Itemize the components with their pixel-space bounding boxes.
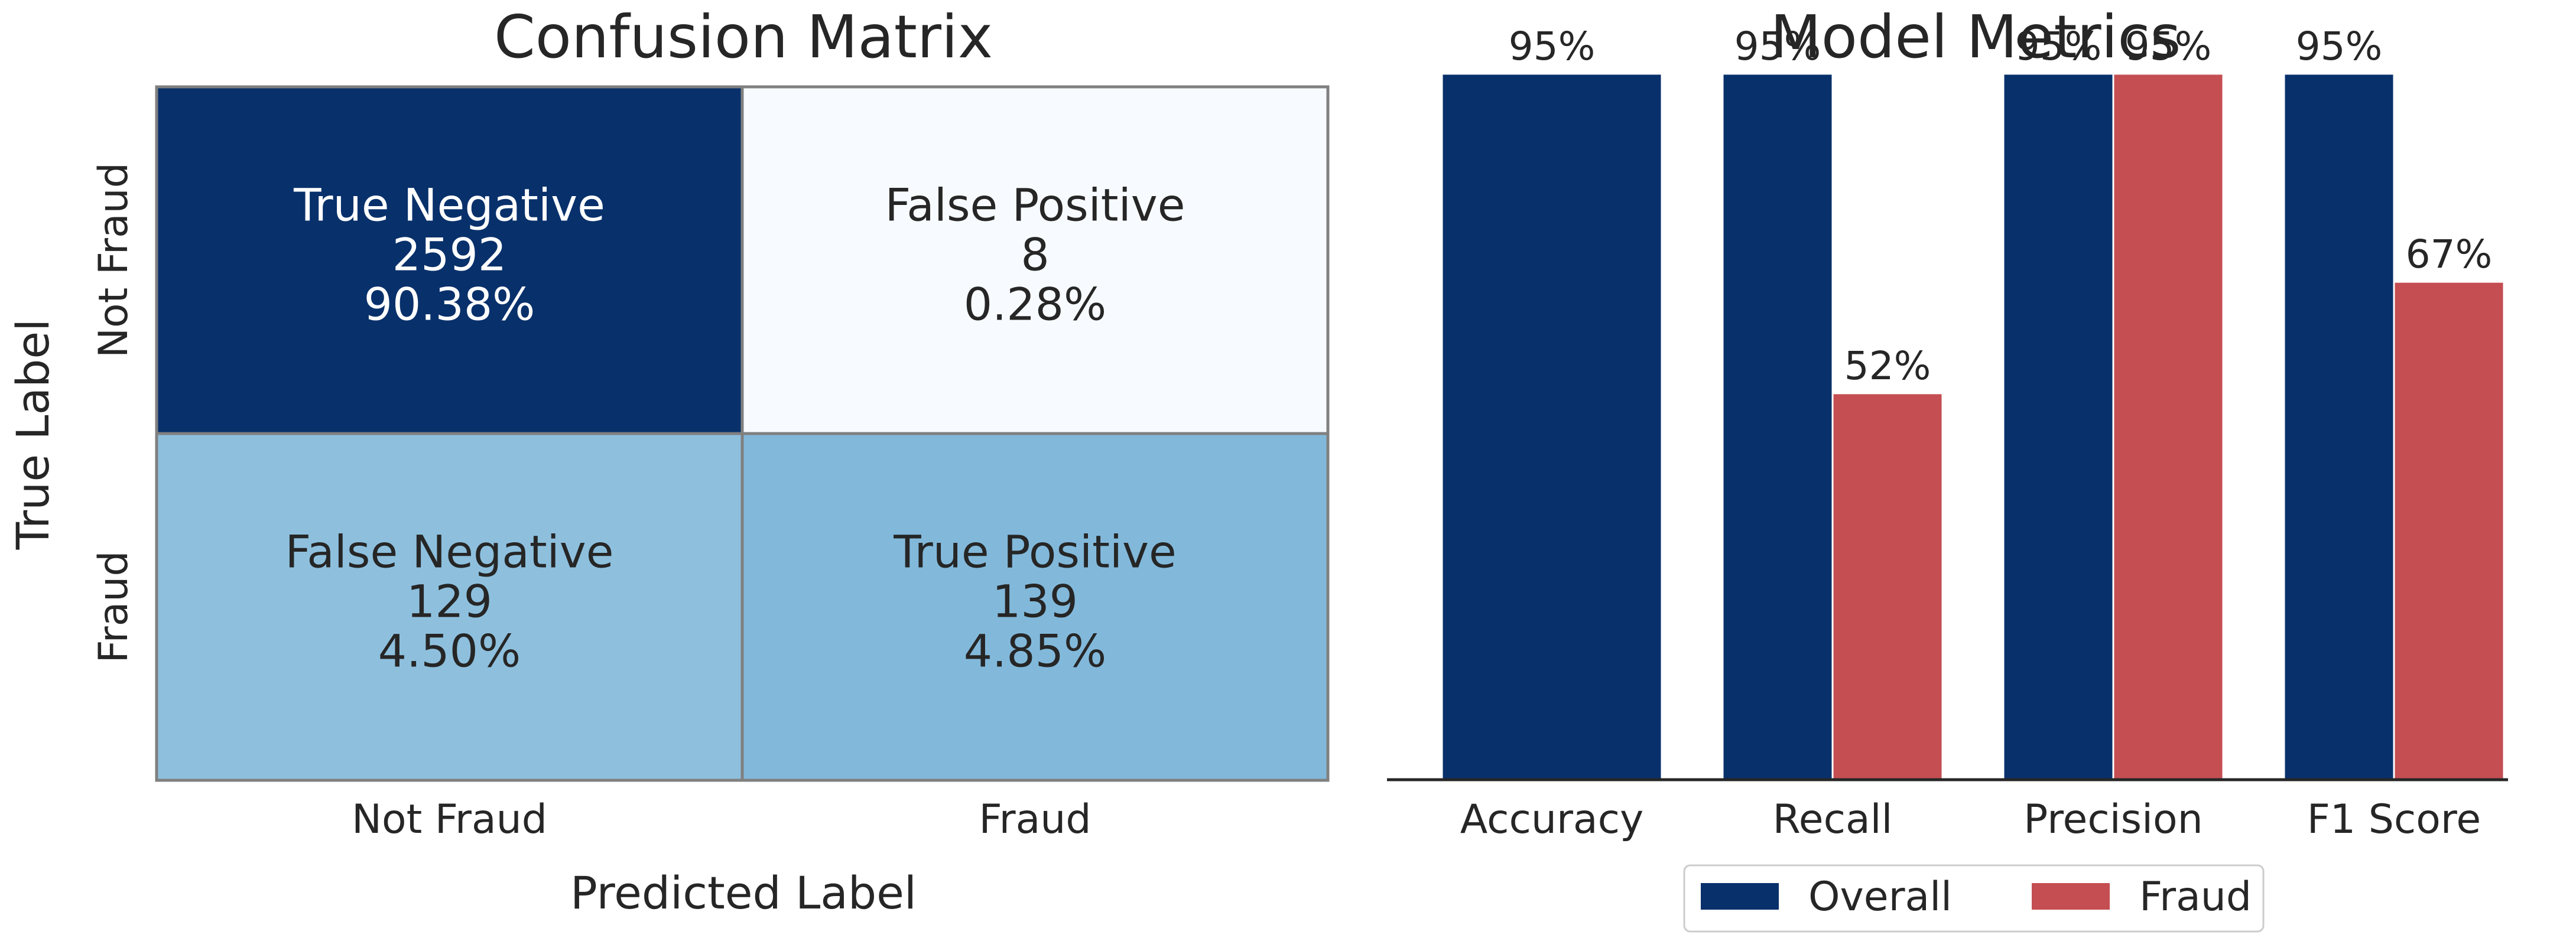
bar-value-label: 95% (1734, 24, 1821, 69)
x-tick-label: Accuracy (1460, 796, 1643, 843)
y-tick-label: Fraud (90, 551, 137, 663)
heatmap-y-ticks: Not Fraud Fraud (90, 162, 137, 663)
y-tick-label: Not Fraud (90, 162, 137, 358)
legend-swatch-overall (1701, 883, 1779, 910)
bar-fraud-precision (2112, 73, 2224, 781)
confusion-matrix-chart: Confusion Matrix True Negative259290.38%… (7, 2, 1330, 919)
heatmap-cell-count: 2592 (392, 229, 506, 281)
bar-fraud-recall (1831, 392, 1944, 781)
heatmap-cell-true-positive (740, 432, 1330, 782)
bar-overall-precision (2002, 73, 2114, 781)
heatmap-cell-percent: 90.38% (364, 278, 535, 331)
legend-label-overall: Overall (1808, 874, 1952, 920)
bar-overall-accuracy (1441, 73, 1663, 781)
heatmap-cell-count: 8 (1021, 229, 1049, 281)
heatmap-x-ticks: Not Fraud Fraud (352, 796, 1091, 843)
x-tick-label: Recall (1773, 796, 1893, 843)
heatmap-cell-true-negative (155, 85, 744, 435)
bar-value-label: 95% (2125, 24, 2212, 69)
heatmap-x-axis-title: Predicted Label (570, 867, 917, 919)
bar-value-label: 95% (2296, 24, 2383, 69)
bar-overall-recall (1721, 73, 1834, 781)
bar-chart-title: Model Metrics (1770, 2, 2181, 71)
legend-swatch-fraud (2032, 883, 2110, 910)
heatmap-title: Confusion Matrix (494, 2, 993, 71)
heatmap-cell-name: True Positive (893, 526, 1177, 578)
x-tick-label: Not Fraud (352, 796, 547, 843)
bar-value-label: 67% (2406, 232, 2493, 277)
legend: Overall Fraud (1683, 864, 2265, 933)
heatmap-cell-false-positive (740, 85, 1330, 435)
bar-value-label: 95% (2015, 24, 2102, 69)
heatmap-cell-count: 129 (407, 575, 492, 628)
bar-value-label: 95% (1509, 24, 1596, 69)
heatmap-cell-name: False Negative (285, 526, 613, 578)
legend-frame (1683, 864, 2265, 933)
bar-marks (1441, 73, 2505, 781)
model-metrics-chart: Model Metrics 95% 95% 52% 95% 95% 95% 67% Accu… (1387, 2, 2508, 933)
bar-value-label: 52% (1844, 343, 1931, 389)
bar-x-ticks: Accuracy Recall Precision F1 Score (1460, 796, 2481, 843)
heatmap-cell-name: True Negative (293, 179, 605, 232)
x-tick-label: Fraud (979, 796, 1091, 843)
heatmap-cell-percent: 4.85% (964, 625, 1106, 678)
bar-fraud-f1-score (2393, 281, 2505, 781)
heatmap-cell-false-negative (155, 432, 744, 782)
legend-label-fraud: Fraud (2139, 874, 2252, 920)
heatmap-cell-percent: 0.28% (964, 278, 1106, 331)
bar-value-labels: 95% 95% 52% 95% 95% 95% 67% (1509, 24, 2493, 389)
heatmap-cell-name: False Positive (885, 179, 1185, 232)
heatmap-cell-count: 139 (992, 575, 1078, 628)
x-tick-label: F1 Score (2307, 796, 2481, 843)
x-tick-label: Precision (2023, 796, 2203, 843)
heatmap-y-axis-title: True Label (7, 319, 59, 551)
bar-overall-f1-score (2283, 73, 2395, 781)
heatmap-cell-percent: 4.50% (378, 625, 521, 678)
